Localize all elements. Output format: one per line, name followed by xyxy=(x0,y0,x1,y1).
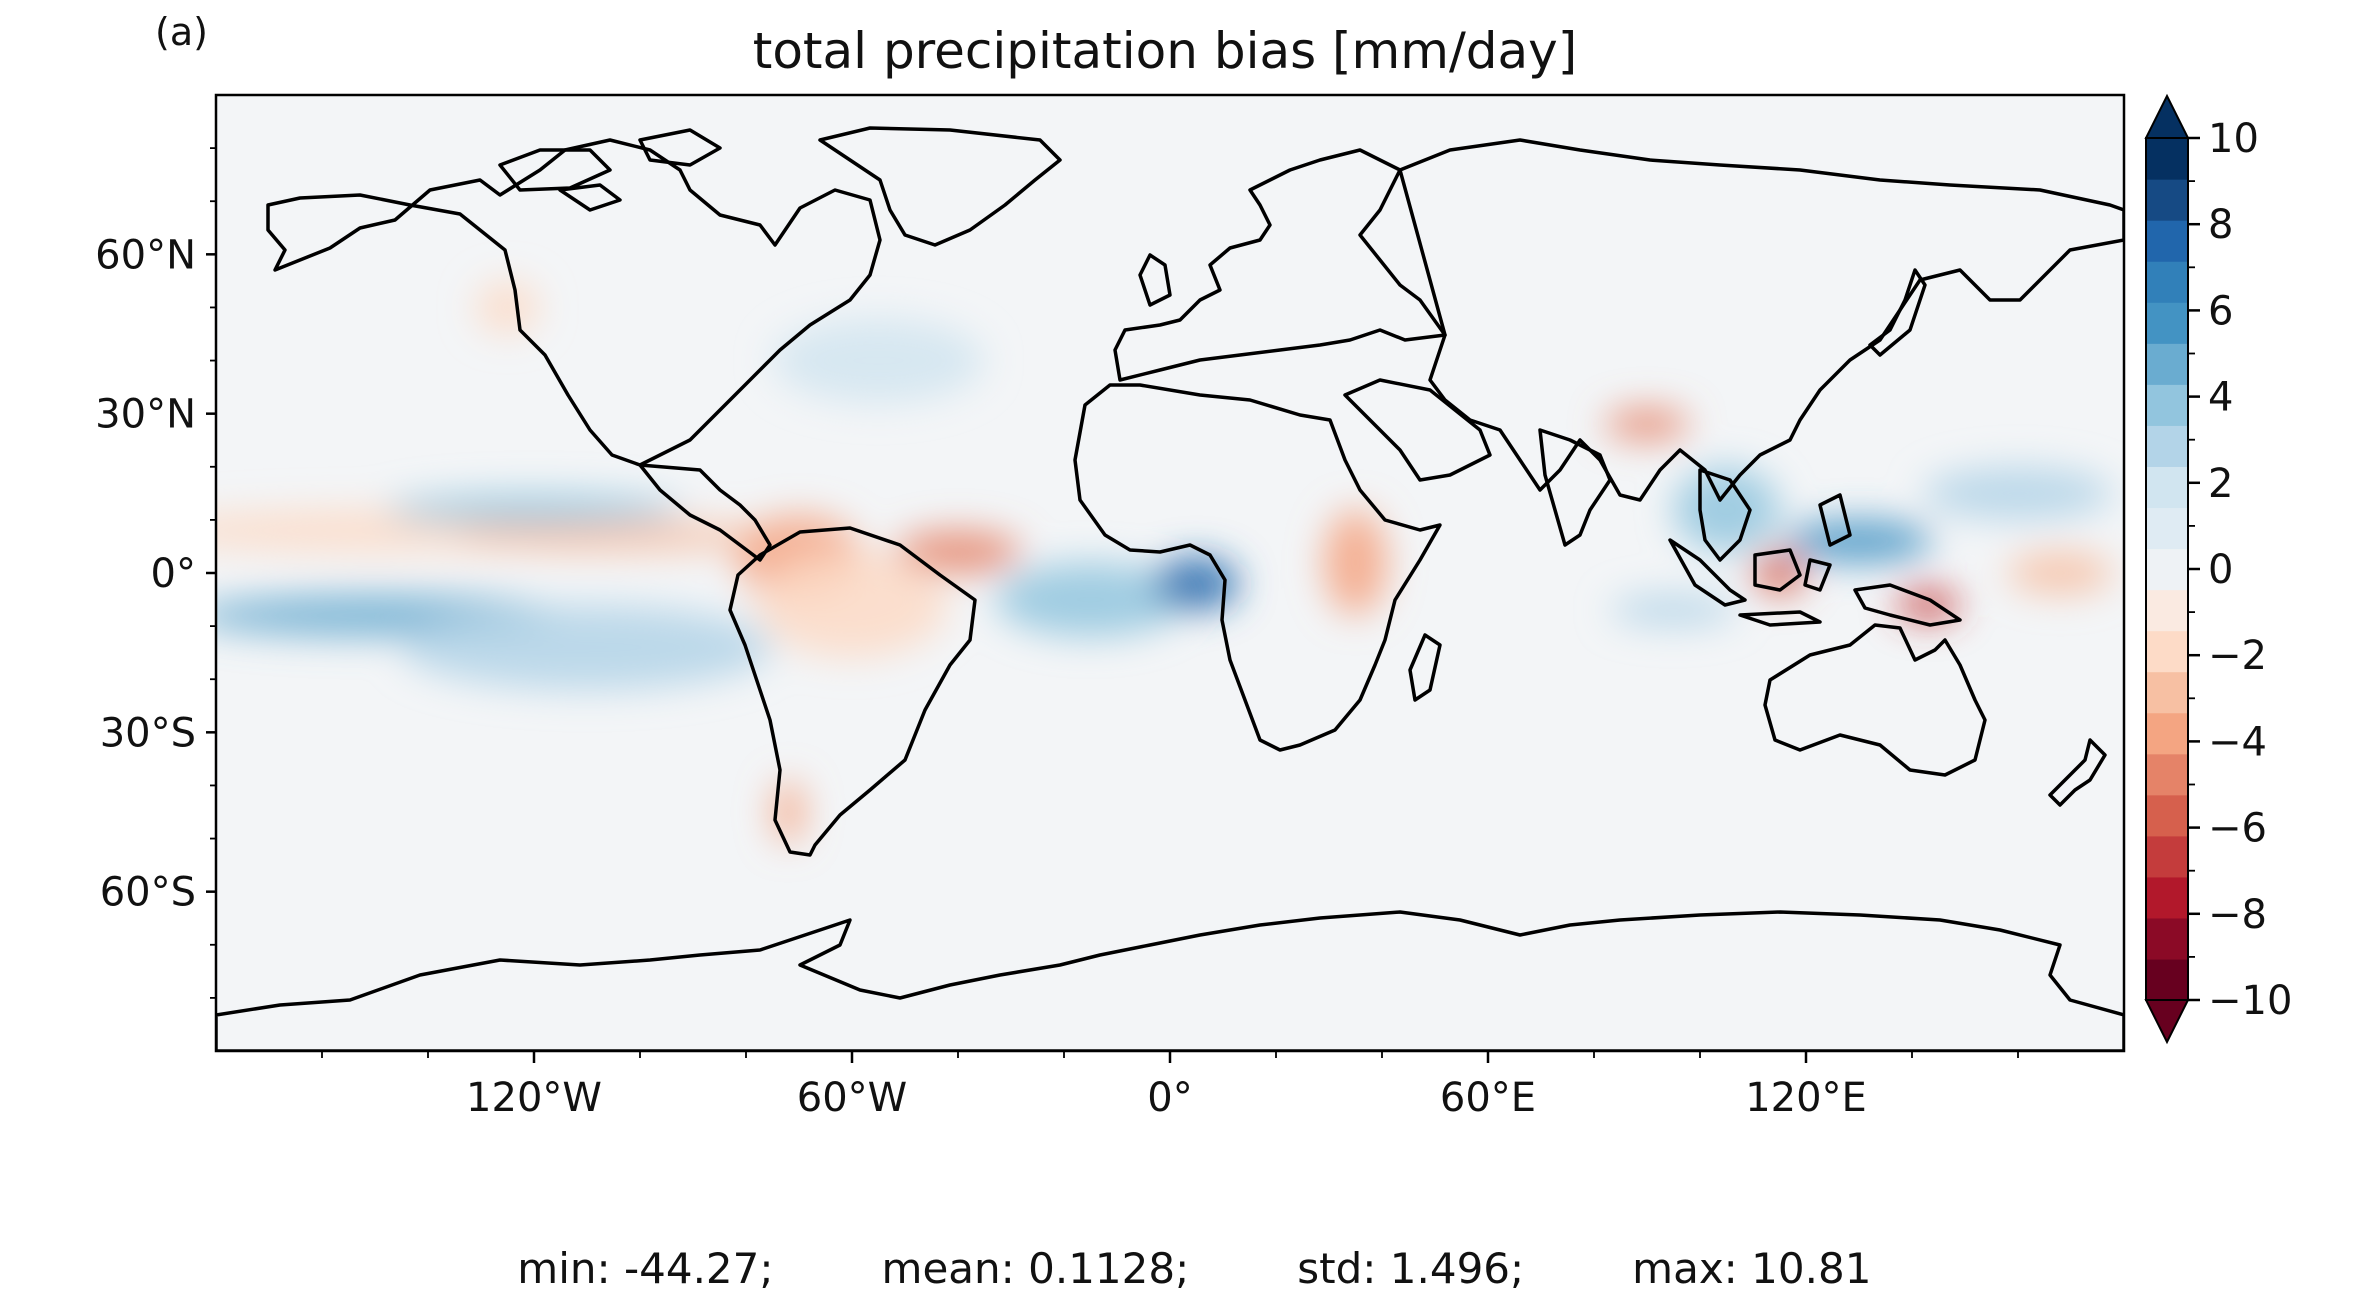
stat-std: std: 1.496; xyxy=(1297,1244,1525,1293)
colorbar-tick-label: 2 xyxy=(2208,461,2233,507)
stat-mean: mean: 0.1128; xyxy=(881,1244,1190,1293)
colorbar-ticks: 10 8 6 4 2 0 −2 −4 −6 −8 −10 xyxy=(2188,116,2292,1024)
colorbar-tick-label: −6 xyxy=(2208,806,2267,852)
colorbar-segment xyxy=(2146,507,2188,550)
colorbar-segment xyxy=(2146,589,2188,632)
stat-min: min: -44.27; xyxy=(517,1244,774,1293)
colorbar-tick-label: −2 xyxy=(2208,633,2267,679)
stats-line: min: -44.27; mean: 0.1128; std: 1.496; max:… xyxy=(0,1195,2362,1293)
colorbar xyxy=(2144,93,2190,1045)
colorbar-segment xyxy=(2146,958,2188,1001)
colorbar-segment xyxy=(2146,220,2188,262)
lon-tick-label: 120°W xyxy=(466,1075,602,1121)
coastline-uk xyxy=(1138,253,1172,307)
coastline-europe xyxy=(1113,148,1447,382)
colorbar-segment xyxy=(2146,425,2188,467)
bias-anomaly-20 xyxy=(475,280,540,334)
colorbar-tick-label: 8 xyxy=(2208,202,2233,248)
lat-axis: 60°N 30°N 0° 30°S 60°S xyxy=(95,147,216,999)
colorbar-segment xyxy=(2146,917,2188,960)
bias-field xyxy=(216,280,2114,844)
lon-tick-label: 120°E xyxy=(1745,1075,1867,1121)
coastline-arctic-islands xyxy=(498,128,722,212)
colorbar-segment xyxy=(2146,179,2188,221)
colorbar-segment xyxy=(2146,794,2188,837)
colorbar-segment xyxy=(2146,302,2188,344)
bias-anomaly-7 xyxy=(401,604,773,690)
map-panel xyxy=(214,93,2126,1053)
colorbar-segment xyxy=(2146,548,2188,591)
coastline-australia xyxy=(1763,623,1987,777)
bias-anomaly-12 xyxy=(1896,588,1960,621)
colorbar-segment xyxy=(2146,384,2188,426)
colorbar-segment xyxy=(2146,138,2188,180)
colorbar-tick-label: −8 xyxy=(2208,892,2267,938)
colorbar-tick-label: 0 xyxy=(2208,547,2233,593)
lat-tick-label: 30°N xyxy=(95,392,196,438)
lat-tick-label: 0° xyxy=(151,551,196,597)
bias-anomaly-16 xyxy=(2007,551,2114,595)
coastline-africa xyxy=(1073,383,1442,752)
bias-anomaly-18 xyxy=(1323,509,1388,616)
coastline-madagascar xyxy=(1408,633,1442,702)
coastline-indonesia xyxy=(1668,493,1962,627)
map-title: total precipitation bias [mm/day] xyxy=(752,22,1578,80)
colorbar-tick-label: 4 xyxy=(2208,375,2233,421)
coastline-japan xyxy=(1868,268,1927,357)
coastlines xyxy=(216,126,2124,1051)
coastline-new-zealand xyxy=(2048,738,2107,807)
bias-anomaly-1 xyxy=(454,519,773,552)
bias-anomaly-17 xyxy=(1922,466,2114,520)
colorbar-tick-label: −4 xyxy=(2208,719,2267,765)
coastline-greenland xyxy=(818,126,1062,247)
lon-tick-label: 0° xyxy=(1147,1075,1192,1121)
lon-tick-label: 60°W xyxy=(797,1075,907,1121)
bias-anomaly-19 xyxy=(772,318,985,403)
coastline-south-america xyxy=(728,526,977,857)
bias-anomaly-11 xyxy=(1753,551,1806,595)
map-figure: 60°N30°N0°30°S60°S 120°W 60°W 0° 60°E 120°E … xyxy=(95,93,2292,1121)
colorbar-extend-max xyxy=(2144,93,2190,139)
coastline-north-america xyxy=(266,138,882,467)
colorbar-segment xyxy=(2146,712,2188,755)
lat-tick-label: 30°S xyxy=(100,710,196,756)
colorbar-segment xyxy=(2146,876,2188,919)
colorbar-tick-label: −10 xyxy=(2208,978,2292,1024)
colorbar-tick-label: 6 xyxy=(2208,288,2233,334)
lat-tick-label: 60°S xyxy=(100,870,196,916)
coastline-arabia xyxy=(1343,378,1492,482)
lat-tick-label: 60°N xyxy=(95,232,196,278)
coastline-indochina xyxy=(1698,468,1752,562)
bias-anomaly-15 xyxy=(1609,594,1738,627)
colorbar-segment xyxy=(2146,835,2188,878)
bias-anomaly-4 xyxy=(756,551,948,658)
bias-anomaly-6 xyxy=(385,493,683,526)
colorbar-segment xyxy=(2146,671,2188,714)
colorbar-segment xyxy=(2146,343,2188,385)
colorbar-segment xyxy=(2146,753,2188,796)
bias-anomaly-8 xyxy=(995,562,1186,637)
lon-axis: 120°W 60°W 0° 60°E 120°E xyxy=(321,1051,2019,1121)
bias-anomaly-3 xyxy=(894,530,1022,573)
stat-max: max: 10.81 xyxy=(1632,1244,1872,1293)
colorbar-segment xyxy=(2146,630,2188,673)
coastline-antarctica xyxy=(216,910,2124,1051)
colorbar-segment xyxy=(2146,261,2188,303)
colorbar-tick-label: 10 xyxy=(2208,116,2259,162)
colorbar-extend-min xyxy=(2144,999,2190,1045)
panel-label: (a) xyxy=(155,10,208,54)
bias-anomaly-13 xyxy=(1784,519,1934,563)
coastline-asia xyxy=(1398,138,2124,502)
colorbar-segment xyxy=(2146,466,2188,509)
coastline-india xyxy=(1538,428,1612,547)
bias-anomaly-10 xyxy=(1604,408,1690,441)
lon-tick-label: 60°E xyxy=(1440,1075,1536,1121)
